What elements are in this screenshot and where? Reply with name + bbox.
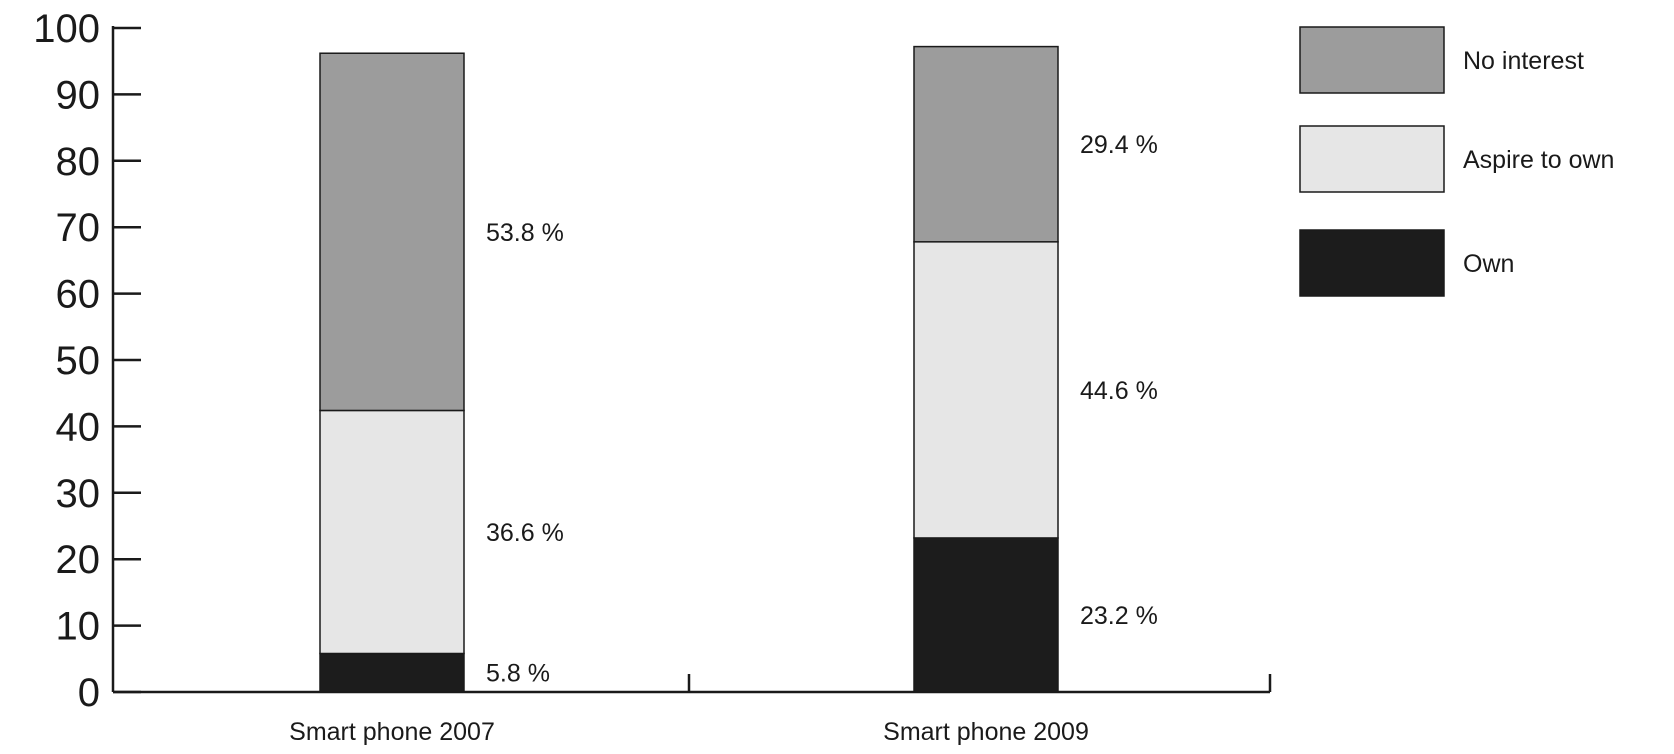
y-tick-label: 80: [56, 140, 101, 184]
legend-label: Own: [1463, 250, 1514, 278]
data-label: 53.8 %: [486, 219, 564, 247]
bar-segment-own: [913, 537, 1059, 693]
x-tick-label: Smart phone 2007: [289, 718, 495, 746]
data-label: 44.6 %: [1080, 377, 1158, 405]
data-label: 23.2 %: [1080, 602, 1158, 630]
legend: No interest Aspire to own Own: [1299, 26, 1614, 297]
y-tick-label: 0: [78, 671, 100, 715]
legend-label: Aspire to own: [1463, 146, 1614, 174]
bar-segment-no-interest: [913, 45, 1059, 243]
y-tick-label: 60: [56, 273, 101, 317]
y-tick-label: 20: [56, 538, 101, 582]
data-label: 36.6 %: [486, 519, 564, 547]
bar-segment-aspire-to-own: [913, 241, 1059, 539]
bar-segment-no-interest: [319, 52, 465, 412]
axes: 0 10 20 30 40 50 60 70 80 90 100 Smart phone 2007 Sm…: [33, 7, 1272, 746]
x-tick-label: Smart phone 2009: [883, 718, 1089, 746]
data-labels: 5.8 % 36.6 % 53.8 % 23.2 % 44.6 % 29.4 %: [486, 131, 1158, 688]
y-tick-label: 90: [56, 73, 101, 117]
data-label: 29.4 %: [1080, 131, 1158, 159]
y-tick-label: 30: [56, 472, 101, 516]
data-label: 5.8 %: [486, 660, 550, 688]
y-tick-label: 100: [33, 7, 100, 51]
legend-swatch-aspire-to-own: [1299, 125, 1445, 193]
bar-segment-own: [319, 652, 465, 693]
legend-swatch-own: [1299, 229, 1445, 297]
y-tick-label: 10: [56, 605, 101, 649]
y-tick-label: 40: [56, 405, 101, 449]
y-tick-label: 50: [56, 339, 101, 383]
bar-segment-aspire-to-own: [319, 409, 465, 655]
legend-swatch-no-interest: [1299, 26, 1445, 94]
bars: [319, 45, 1059, 693]
legend-label: No interest: [1463, 47, 1584, 75]
y-tick-label: 70: [56, 206, 101, 250]
